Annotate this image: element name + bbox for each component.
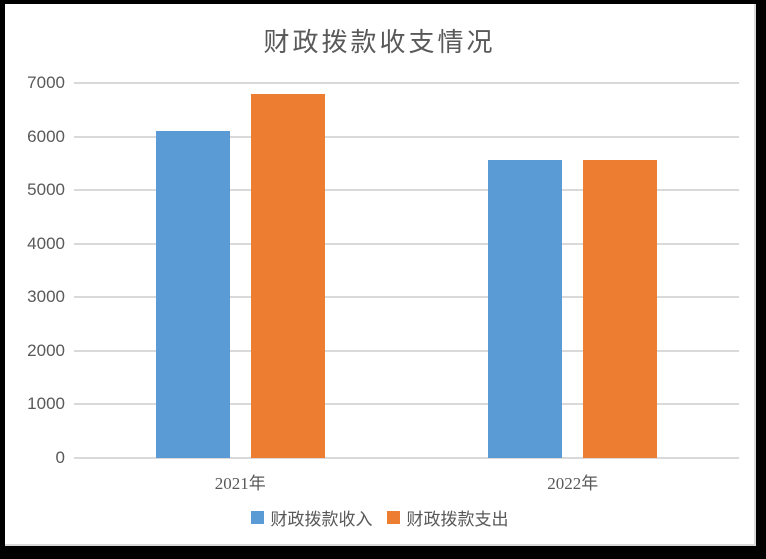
y-axis-tick-label: 0 (55, 448, 65, 467)
legend-item: 财政拨款支出 (386, 505, 509, 530)
legend-label: 财政拨款收入 (270, 510, 373, 529)
legend: 财政拨款收入 财政拨款支出 (5, 505, 754, 530)
gridline (74, 242, 739, 245)
chart-title: 财政拨款收支情况 (263, 28, 496, 57)
y-axis-tick-label: 2000 (27, 340, 65, 360)
gridline (74, 82, 739, 84)
y-axis-tick-label: 5000 (27, 180, 65, 200)
gridline (74, 403, 739, 406)
y-axis-tick-label: 4000 (27, 233, 65, 253)
bar (155, 131, 230, 458)
x-axis-category-label: 2022年 (547, 474, 599, 493)
chart-frame: 财政拨款收支情况 2021年 2022年 0 1000 2000 3000 4000 500… (5, 4, 756, 546)
gridline (74, 349, 739, 352)
y-axis-tick-label: 7000 (27, 73, 65, 92)
plot-area: 2021年 2022年 (74, 82, 739, 493)
bar (488, 160, 563, 458)
legend-item: 财政拨款收入 (250, 505, 373, 530)
legend-label: 财政拨款支出 (406, 510, 509, 529)
gridline (74, 296, 739, 299)
legend-swatch-icon (386, 511, 400, 524)
y-axis-tick-label: 6000 (27, 126, 65, 146)
x-axis-line (74, 457, 739, 459)
bar (250, 93, 325, 458)
legend-swatch-icon (250, 511, 264, 524)
y-axis-tick-label: 1000 (27, 394, 65, 414)
bar (583, 160, 658, 458)
x-axis-category-label: 2021年 (214, 474, 266, 493)
gridline (74, 135, 739, 138)
y-axis-tick-label: 3000 (27, 287, 65, 307)
gridline (74, 189, 739, 192)
